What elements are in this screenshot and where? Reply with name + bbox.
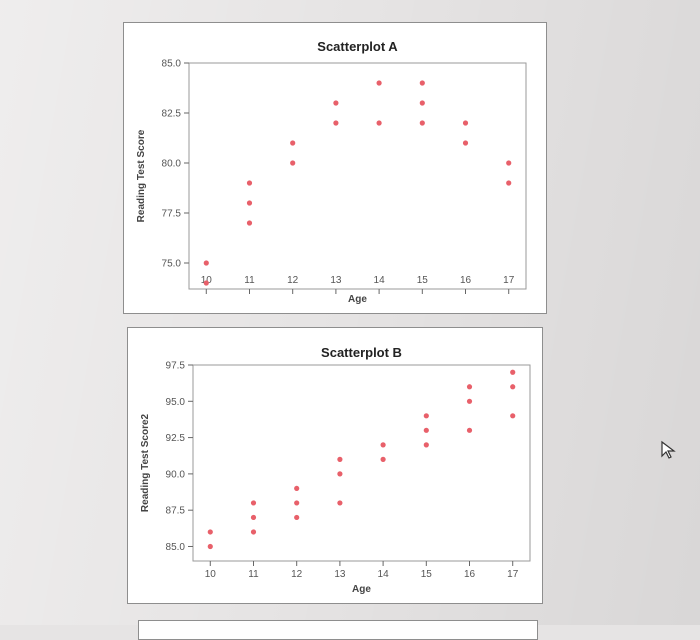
scatterplot-b-y-tick-label: 95.0 <box>166 397 186 408</box>
scatterplot-a-point <box>506 180 512 186</box>
scatterplot-b-point <box>250 514 257 521</box>
scatterplot-a-title: Scatterplot A <box>317 39 398 54</box>
scatterplot-b-point <box>337 471 343 477</box>
scatterplot-b-point <box>250 500 257 506</box>
scatterplot-a-point <box>333 120 339 126</box>
scatterplot-b-y-tick-label: 87.5 <box>166 506 186 517</box>
scatterplot-a-y-axis-label: Reading Test Score <box>136 129 147 222</box>
scatterplot-b-point <box>380 442 386 448</box>
scatterplot-b-point <box>423 413 429 419</box>
scatterplot-a-x-tick-label: 16 <box>460 275 472 286</box>
scatterplot-a-x-tick-label: 13 <box>330 275 342 286</box>
scatterplot-b-x-axis-label: Age <box>352 584 371 595</box>
scatterplot-a-x-tick-label: 17 <box>503 275 515 286</box>
scatterplot-b-x-tick-label: 16 <box>464 569 476 580</box>
scatterplot-a-point <box>376 120 382 126</box>
scatterplot-b-point <box>466 384 473 390</box>
scatterplot-a-point <box>246 180 253 186</box>
scatterplot-a-x-tick-label: 12 <box>287 275 299 286</box>
scatterplot-b-point <box>207 529 213 535</box>
scatterplot-a-y-tick-label: 80.0 <box>162 159 182 170</box>
scatterplot-a-point <box>419 100 425 106</box>
scatterplot-a-point <box>246 200 253 206</box>
scatterplot-b-point <box>294 485 300 492</box>
scatterplot-b-x-tick-label: 10 <box>205 569 217 580</box>
scatterplot-b-point <box>380 456 386 462</box>
scatterplot-b-point <box>466 427 473 433</box>
scatterplot-b-x-tick-label: 13 <box>334 569 346 580</box>
scatterplot-a-point <box>290 140 296 146</box>
scatterplot-b-point <box>337 500 343 506</box>
scatterplot-a-svg: Scatterplot A85.082.580.077.575.01011121… <box>136 39 527 305</box>
scatterplot-a-x-tick-label: 15 <box>417 275 429 286</box>
scatterplot-b-point <box>510 369 516 375</box>
scatterplot-b-point <box>250 529 257 535</box>
mouse-cursor-icon <box>661 440 676 459</box>
scatterplot-a-point <box>419 120 425 126</box>
scatterplot-b-x-tick-label: 11 <box>248 569 259 580</box>
scatterplot-a-y-tick-label: 75.0 <box>162 259 182 270</box>
scatterplot-b-x-tick-label: 14 <box>378 569 390 580</box>
scatterplot-b-point <box>466 398 473 404</box>
scatterplot-a-y-tick-label: 85.0 <box>162 59 182 70</box>
scatterplot-a-point <box>419 80 425 86</box>
scatterplot-b-point <box>207 543 213 550</box>
scatterplot-b-point <box>294 514 300 521</box>
scatterplot-b-x-tick-label: 17 <box>507 569 519 580</box>
scatterplot-b-svg: Scatterplot B 97.5 95.0 92.5 90.0 87.5 85.0 10 1… <box>140 345 531 595</box>
scatterplot-b-y-tick-label: 85.0 <box>166 542 186 553</box>
scatterplot-b-point <box>510 384 516 390</box>
scatterplot-a-x-tick-label: 11 <box>244 275 255 286</box>
next-chart-panel-edge <box>138 620 538 640</box>
scatterplot-b-y-axis-label: Reading Test Score2 <box>140 413 151 512</box>
scatterplot-b-x-tick-label: 12 <box>291 569 303 580</box>
scatterplot-a-y-tick-label: 82.5 <box>162 109 182 120</box>
scatterplot-b-point <box>294 500 300 506</box>
scatterplot-b-panel: Scatterplot B 97.5 95.0 92.5 90.0 87.5 85.0 10 1… <box>127 327 543 604</box>
scatterplot-a-point <box>376 80 382 86</box>
scatterplot-a-point <box>506 160 512 166</box>
scatterplot-a-plot-frame <box>188 62 527 290</box>
scatterplot-a-point <box>203 260 209 266</box>
scatterplot-b-x-tick-label: 15 <box>421 569 433 580</box>
scatterplot-b-title: Scatterplot B <box>321 345 402 360</box>
scatterplot-b-point <box>423 442 429 448</box>
scatterplot-a-point <box>333 100 339 106</box>
scatterplot-a-panel: Scatterplot A85.082.580.077.575.01011121… <box>123 22 547 314</box>
scatterplot-a-y-tick-label: 77.5 <box>162 209 182 220</box>
scatterplot-a-x-tick-label: 14 <box>374 275 386 286</box>
scatterplot-a-point <box>462 120 469 126</box>
scatterplot-b-y-tick-label: 90.0 <box>166 469 186 480</box>
scatterplot-a-point <box>462 140 469 146</box>
scatterplot-b-point <box>423 427 429 433</box>
scatterplot-b-point <box>337 456 343 462</box>
scatterplot-a-point <box>246 220 253 226</box>
scatterplot-a-point <box>290 160 296 166</box>
scatterplot-b-point <box>510 413 516 419</box>
scatterplot-b-plot-frame <box>192 364 531 562</box>
scatterplot-b-y-tick-label: 92.5 <box>166 433 186 444</box>
scatterplot-a-point <box>203 280 209 286</box>
scatterplot-b-y-tick-label: 97.5 <box>166 361 186 372</box>
scatterplot-a-x-axis-label: Age <box>348 294 367 305</box>
